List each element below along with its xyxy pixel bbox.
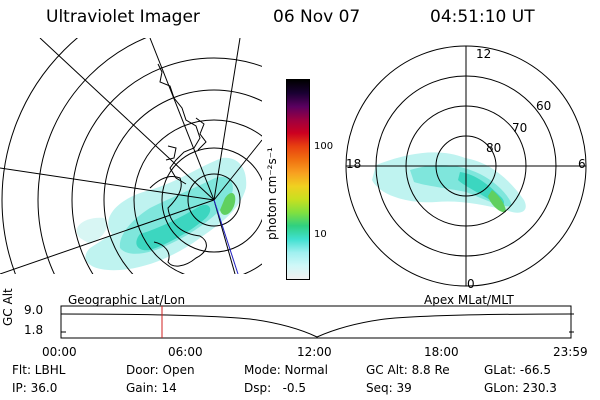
x-tick-2359: 23:59 [553, 345, 588, 359]
footer-door: Door: Open [126, 363, 195, 377]
colorbar-tick-100: 100 [314, 141, 334, 152]
y-tick-top: 9.0 [24, 303, 44, 317]
footer-filter: Flt: LBHL [12, 363, 66, 377]
x-tick-0000: 00:00 [42, 345, 77, 359]
polar-grid [345, 45, 587, 287]
polar-label-80: 80 [486, 141, 501, 155]
coastline [149, 63, 207, 267]
altitude-timeline [60, 305, 574, 339]
polar-label-70: 70 [512, 121, 527, 135]
aurora-emission-geo [76, 157, 247, 271]
aurora-emission-polar [372, 152, 526, 213]
footer-ip: IP: 36.0 [12, 381, 58, 395]
footer-seq: Seq: 39 [366, 381, 412, 395]
footer-dsp: Dsp: -0.5 [244, 381, 307, 395]
polar-label-0: 0 [467, 277, 475, 288]
page-title: Ultraviolet Imager [46, 7, 200, 27]
polar-plot: 12 60 70 80 18 6 0 [345, 45, 587, 288]
footer-gain: Gain: 14 [126, 381, 177, 395]
polar-label-6: 6 [578, 157, 586, 171]
footer-glon: GLon: 230.3 [484, 381, 557, 395]
colorbar [286, 79, 310, 280]
x-tick-1800: 18:00 [424, 345, 459, 359]
time-label: 04:51:10 UT [430, 7, 535, 27]
polar-label-60: 60 [536, 99, 551, 113]
colorbar-tick-10: 10 [314, 229, 327, 240]
footer-gc-alt: GC Alt: 8.8 Re [366, 363, 450, 377]
x-tick-1200: 12:00 [297, 345, 332, 359]
geographic-label: Geographic Lat/Lon [68, 293, 186, 307]
footer-glat: GLat: -66.5 [484, 363, 551, 377]
geographic-map [0, 38, 262, 274]
magnetic-meridian [213, 199, 239, 274]
x-tick-0600: 06:00 [168, 345, 203, 359]
footer-mode: Mode: Normal [244, 363, 328, 377]
colorbar-unit-label: photon cm⁻²s⁻¹ [265, 147, 279, 240]
polar-label-12: 12 [476, 47, 491, 61]
apex-label: Apex MLat/MLT [424, 293, 514, 307]
y-axis-label: GC Alt [1, 288, 15, 326]
y-tick-bottom: 1.8 [24, 323, 44, 337]
polar-label-18: 18 [346, 157, 361, 171]
date-label: 06 Nov 07 [273, 7, 361, 27]
